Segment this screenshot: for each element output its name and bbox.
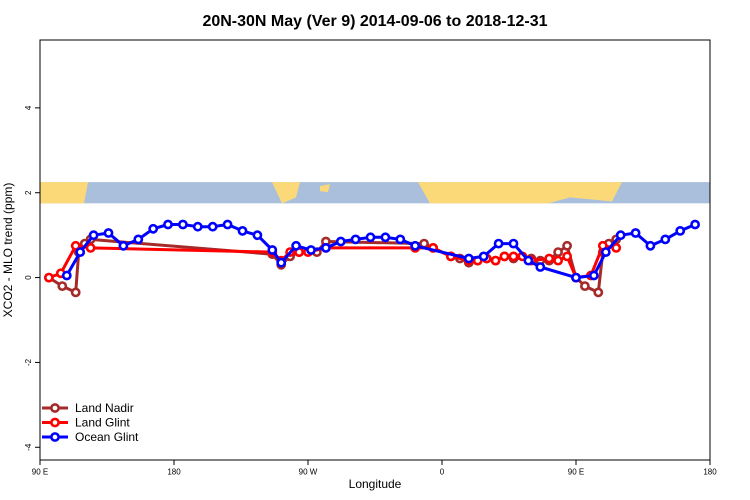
x-tick-label: 0 [440, 468, 445, 477]
legend-marker [50, 432, 60, 442]
data-point-ocean-glint [75, 247, 86, 257]
legend-item-ocean-glint: Ocean Glint [42, 430, 139, 444]
y-axis-label: XCO2 - MLO trend (ppm) [1, 183, 15, 318]
data-point-land-nadir [70, 287, 81, 298]
y-tick-label: 4 [24, 105, 33, 110]
chart-title: 20N-30N May (Ver 9) 2014-09-06 to 2018-1… [202, 13, 547, 30]
data-point-ocean-glint [350, 234, 361, 245]
data-point-ocean-glint [252, 230, 263, 241]
data-point-ocean-glint [306, 245, 316, 255]
data-point-ocean-glint [508, 238, 519, 249]
data-point-ocean-glint [493, 238, 504, 249]
y-tick-label: 0 [24, 275, 33, 280]
legend-label: Ocean Glint [75, 430, 139, 444]
data-point-ocean-glint [615, 230, 626, 241]
data-point-ocean-glint [276, 257, 287, 268]
data-point-ocean-glint [291, 240, 301, 251]
data-point-land-glint [70, 240, 81, 251]
x-axis-label: Longitude [349, 477, 402, 491]
data-point-land-glint [544, 253, 555, 264]
data-point-ocean-glint [118, 240, 129, 251]
map-land-3 [418, 182, 622, 204]
data-point-ocean-glint [163, 219, 173, 230]
data-point-ocean-glint [88, 230, 99, 241]
data-point-land-glint [611, 242, 622, 253]
data-point-land-glint [490, 255, 501, 266]
data-point-ocean-glint [535, 262, 546, 272]
data-point-ocean-glint [600, 247, 611, 257]
data-point-ocean-glint [207, 221, 218, 232]
data-point-ocean-glint [320, 242, 331, 253]
map-land-1 [40, 182, 88, 204]
legend-label: Land Glint [75, 416, 130, 430]
data-point-land-glint [553, 255, 563, 266]
map-land-2 [272, 182, 300, 204]
data-point-ocean-glint [267, 245, 278, 255]
data-point-ocean-glint [365, 232, 376, 243]
data-point-ocean-glint [463, 253, 474, 264]
data-point-ocean-glint [380, 232, 391, 243]
series-line-ocean-glint [65, 223, 696, 280]
data-point-ocean-glint [177, 219, 188, 230]
data-point-ocean-glint [645, 240, 656, 251]
plot-frame [39, 39, 711, 461]
data-point-ocean-glint [103, 228, 114, 238]
legend-label: Land Nadir [75, 401, 134, 415]
data-point-ocean-glint [410, 240, 421, 251]
legend-marker [50, 417, 60, 428]
data-point-ocean-glint [133, 234, 144, 245]
data-point-ocean-glint [335, 236, 346, 247]
series-layer [44, 219, 700, 298]
series-ocean-glint [61, 219, 700, 283]
data-point-land-nadir [580, 281, 590, 291]
data-point-ocean-glint [571, 272, 581, 283]
world-map-strip [40, 182, 710, 204]
legend-item-land-glint: Land Glint [42, 416, 130, 430]
data-point-land-glint [499, 251, 510, 262]
data-point-ocean-glint [630, 228, 641, 238]
data-point-land-nadir [57, 281, 68, 291]
data-point-land-glint [85, 242, 96, 253]
data-point-ocean-glint [237, 225, 248, 236]
x-tick-label: 90 E [568, 468, 584, 477]
x-tick-label: 90 E [32, 468, 48, 477]
legend-item-land-nadir: Land Nadir [42, 401, 134, 415]
data-point-ocean-glint [690, 219, 700, 230]
data-point-ocean-glint [61, 270, 72, 281]
y-tick-label: -4 [24, 443, 33, 451]
data-point-land-glint [508, 251, 519, 262]
x-tick-label: 90 W [299, 468, 318, 477]
y-tick-label: -2 [24, 358, 33, 366]
data-point-land-glint [44, 272, 54, 283]
data-point-ocean-glint [523, 255, 534, 266]
x-axis: 90 E 180 90 W 0 90 E 180 [32, 460, 717, 477]
legend-marker [50, 403, 60, 413]
data-point-ocean-glint [675, 225, 686, 236]
x-tick-label: 180 [703, 468, 717, 477]
y-tick-label: 2 [24, 190, 33, 195]
data-point-ocean-glint [660, 234, 671, 245]
data-point-ocean-glint [478, 251, 489, 262]
data-point-land-nadir [593, 287, 604, 298]
data-point-land-glint [562, 251, 572, 262]
data-point-land-nadir [553, 247, 563, 257]
data-point-land-nadir [562, 240, 572, 251]
data-point-ocean-glint [192, 221, 203, 232]
map-land-4 [320, 184, 330, 193]
data-point-ocean-glint [148, 223, 159, 234]
data-point-ocean-glint [589, 270, 599, 281]
series-land-glint [44, 240, 622, 283]
y-axis: -4 -2 0 2 4 [24, 105, 40, 451]
data-point-ocean-glint [222, 219, 233, 230]
x-tick-label: 180 [167, 468, 181, 477]
data-point-ocean-glint [395, 234, 406, 245]
